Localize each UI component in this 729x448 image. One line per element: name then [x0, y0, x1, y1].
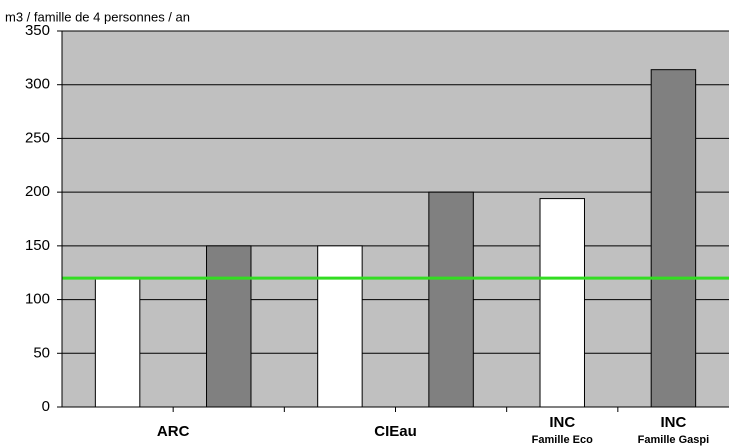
y-tick-label: 0 [42, 398, 50, 415]
bar [206, 245, 252, 408]
x-tick-label: CIEau [374, 423, 417, 440]
y-tick-label: 250 [25, 129, 50, 146]
bar [317, 245, 363, 408]
y-axis-label: m3 / famille de 4 personnes / an [5, 9, 190, 24]
y-tick-label: 100 [25, 291, 50, 308]
x-tick-label: INC [660, 414, 686, 431]
bar [539, 198, 585, 408]
x-tick-label: ARC [157, 423, 190, 440]
y-tick-label: 300 [25, 76, 50, 93]
y-tick-label: 350 [25, 22, 50, 39]
x-tick-sublabel: Famille Gaspi [638, 434, 710, 446]
plot-background [62, 31, 729, 407]
y-tick-label: 50 [33, 344, 50, 361]
bar [428, 191, 474, 408]
bar [650, 69, 697, 408]
y-tick-label: 200 [25, 183, 50, 200]
y-tick-label: 150 [25, 237, 50, 254]
bar [94, 277, 141, 408]
x-tick-sublabel: Famille Eco [532, 434, 593, 446]
x-tick-label: INC [549, 414, 575, 431]
